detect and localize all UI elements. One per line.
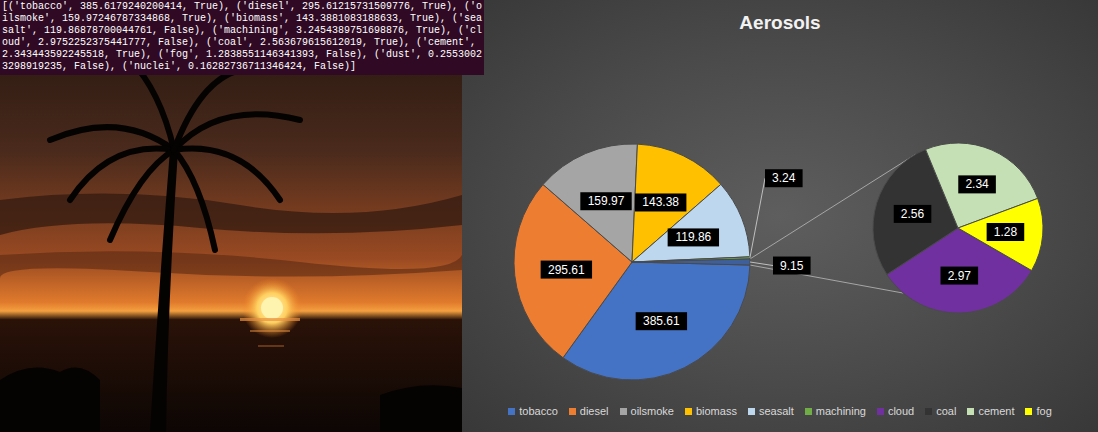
- svg-text:119.86: 119.86: [675, 230, 711, 244]
- svg-text:2.56: 2.56: [901, 207, 925, 221]
- html-text:biomass: biomass: [695, 405, 737, 417]
- html-text:2.343443592245518, True), ('fo: 2.343443592245518, True), ('fog', 1.2838…: [2, 49, 483, 60]
- svg-text:1.28: 1.28: [994, 225, 1018, 239]
- html-text:cement: cement: [978, 405, 1015, 417]
- html-text:ilsmoke', 159.97246787334868,: ilsmoke', 159.97246787334868, True), ('b…: [2, 13, 483, 24]
- html-text:oilsmoke: oilsmoke: [630, 405, 674, 417]
- html-text:tobacco: tobacco: [519, 405, 558, 417]
- svg-text:385.61: 385.61: [643, 314, 680, 328]
- html-text:[('tobacco', 385.6179240200414: [('tobacco', 385.6179240200414, True), (…: [2, 1, 483, 12]
- svg-text:159.97: 159.97: [588, 194, 625, 208]
- svg-text:2.34: 2.34: [965, 177, 989, 191]
- html-text:machining: machining: [815, 405, 866, 417]
- html-text:3298919235, False), ('nuclei',: 3298919235, False), ('nuclei', 0.1628273…: [2, 61, 357, 72]
- html-text:salt', 119.86878700044761, Fal: salt', 119.86878700044761, False), ('mac…: [2, 25, 483, 36]
- svg-text:295.61: 295.61: [548, 263, 585, 277]
- html-text:oud', 2.9752252375441777, Fals: oud', 2.9752252375441777, False), ('coal…: [2, 37, 483, 48]
- svg-text:143.38: 143.38: [642, 195, 679, 209]
- html-text:seasalt: seasalt: [758, 405, 794, 417]
- svg-text:3.24: 3.24: [772, 171, 796, 185]
- svg-text:2.97: 2.97: [948, 269, 972, 283]
- html-text:diesel: diesel: [579, 405, 609, 417]
- html-text:cloud: cloud: [887, 405, 915, 417]
- svg-text:9.15: 9.15: [780, 259, 804, 273]
- html-text:coal: coal: [936, 405, 957, 417]
- html-text:fog: fog: [1036, 405, 1052, 417]
- html-text:Aerosols: Aerosols: [739, 12, 821, 33]
